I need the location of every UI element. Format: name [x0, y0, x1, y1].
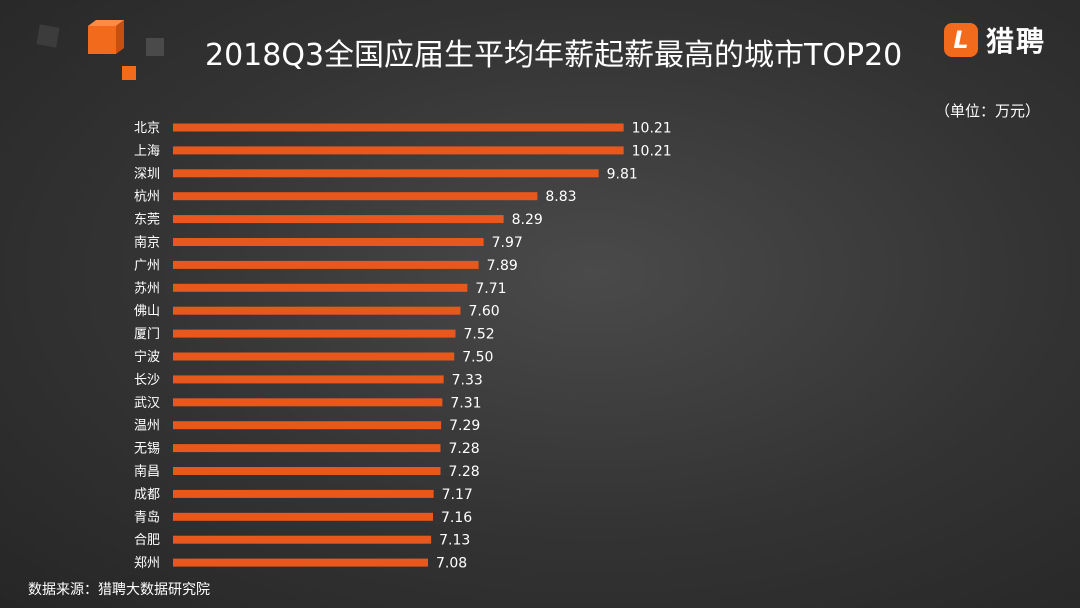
- logo-text: 猎聘: [986, 25, 1047, 58]
- unit-label: （单位：万元）: [934, 102, 1040, 120]
- category-label: 郑州: [134, 556, 160, 571]
- category-label: 广州: [134, 258, 160, 273]
- value-label: 10.21: [632, 121, 672, 137]
- category-label: 合肥: [134, 533, 160, 548]
- bar: [173, 375, 444, 384]
- category-label: 温州: [134, 419, 160, 434]
- value-label: 7.89: [487, 258, 518, 274]
- value-label: 7.71: [475, 281, 506, 297]
- bar: [173, 192, 538, 201]
- category-label: 青岛: [134, 509, 160, 525]
- category-label: 厦门: [134, 327, 160, 342]
- bar: [173, 215, 504, 224]
- category-label: 上海: [134, 144, 160, 159]
- category-label: 杭州: [134, 190, 160, 205]
- value-label: 7.97: [492, 235, 523, 251]
- bar: [173, 146, 624, 155]
- category-label: 南昌: [134, 464, 160, 480]
- value-label: 9.81: [607, 166, 638, 182]
- bar: [173, 467, 441, 475]
- category-label: 无锡: [134, 442, 160, 457]
- cube-dark-left: [36, 24, 60, 48]
- bar: [173, 444, 441, 453]
- cube-orange-small: [122, 66, 136, 80]
- value-label: 7.28: [449, 464, 480, 480]
- bar: [173, 352, 455, 361]
- source-label: 数据来源：猎聘大数据研究院: [28, 582, 210, 598]
- bar: [173, 489, 434, 498]
- value-label: 10.21: [632, 143, 672, 159]
- cube-orange-large: [88, 26, 116, 54]
- bar: [173, 260, 479, 269]
- bar: [173, 535, 432, 544]
- category-label: 宁波: [134, 349, 160, 365]
- value-label: 7.29: [449, 418, 480, 434]
- category-label: 深圳: [134, 167, 160, 182]
- category-label: 南京: [134, 235, 160, 251]
- decorative-cubes: [36, 20, 164, 84]
- category-label: 北京: [134, 121, 160, 136]
- bar: [173, 558, 428, 567]
- category-label: 武汉: [134, 396, 160, 411]
- value-label: 7.60: [469, 304, 500, 320]
- cube-dark-bottom: [78, 66, 96, 84]
- bar: [173, 169, 599, 178]
- value-label: 8.29: [512, 212, 543, 228]
- logo-mark-icon: L: [944, 23, 978, 57]
- value-label: 7.52: [464, 327, 495, 343]
- bar: [173, 421, 442, 430]
- cube-orange-side: [116, 20, 124, 54]
- value-label: 7.33: [452, 372, 483, 388]
- value-label: 7.08: [436, 556, 467, 572]
- bar: [173, 123, 624, 132]
- category-label: 苏州: [134, 280, 160, 296]
- value-label: 7.31: [450, 395, 481, 411]
- bar: [173, 238, 484, 246]
- bar: [173, 306, 461, 315]
- value-label: 7.13: [439, 533, 470, 549]
- bar: [173, 329, 456, 338]
- category-label: 东莞: [134, 213, 160, 228]
- value-label: 7.17: [442, 487, 473, 503]
- value-label: 7.16: [441, 510, 472, 526]
- value-label: 7.28: [449, 441, 480, 457]
- category-label: 佛山: [134, 304, 160, 319]
- bar: [173, 512, 433, 521]
- liepin-logo: L 猎聘: [944, 22, 1046, 58]
- bar: [173, 283, 468, 292]
- bar: [173, 398, 443, 407]
- chart-title: 2018Q3全国应届生平均年薪起薪最高的城市TOP20: [205, 38, 903, 73]
- cube-gray-right: [146, 38, 164, 56]
- value-label: 8.83: [545, 189, 576, 205]
- category-label: 长沙: [134, 373, 160, 388]
- category-label: 成都: [134, 487, 160, 502]
- cube-orange-top: [88, 20, 124, 26]
- value-label: 7.50: [462, 350, 493, 366]
